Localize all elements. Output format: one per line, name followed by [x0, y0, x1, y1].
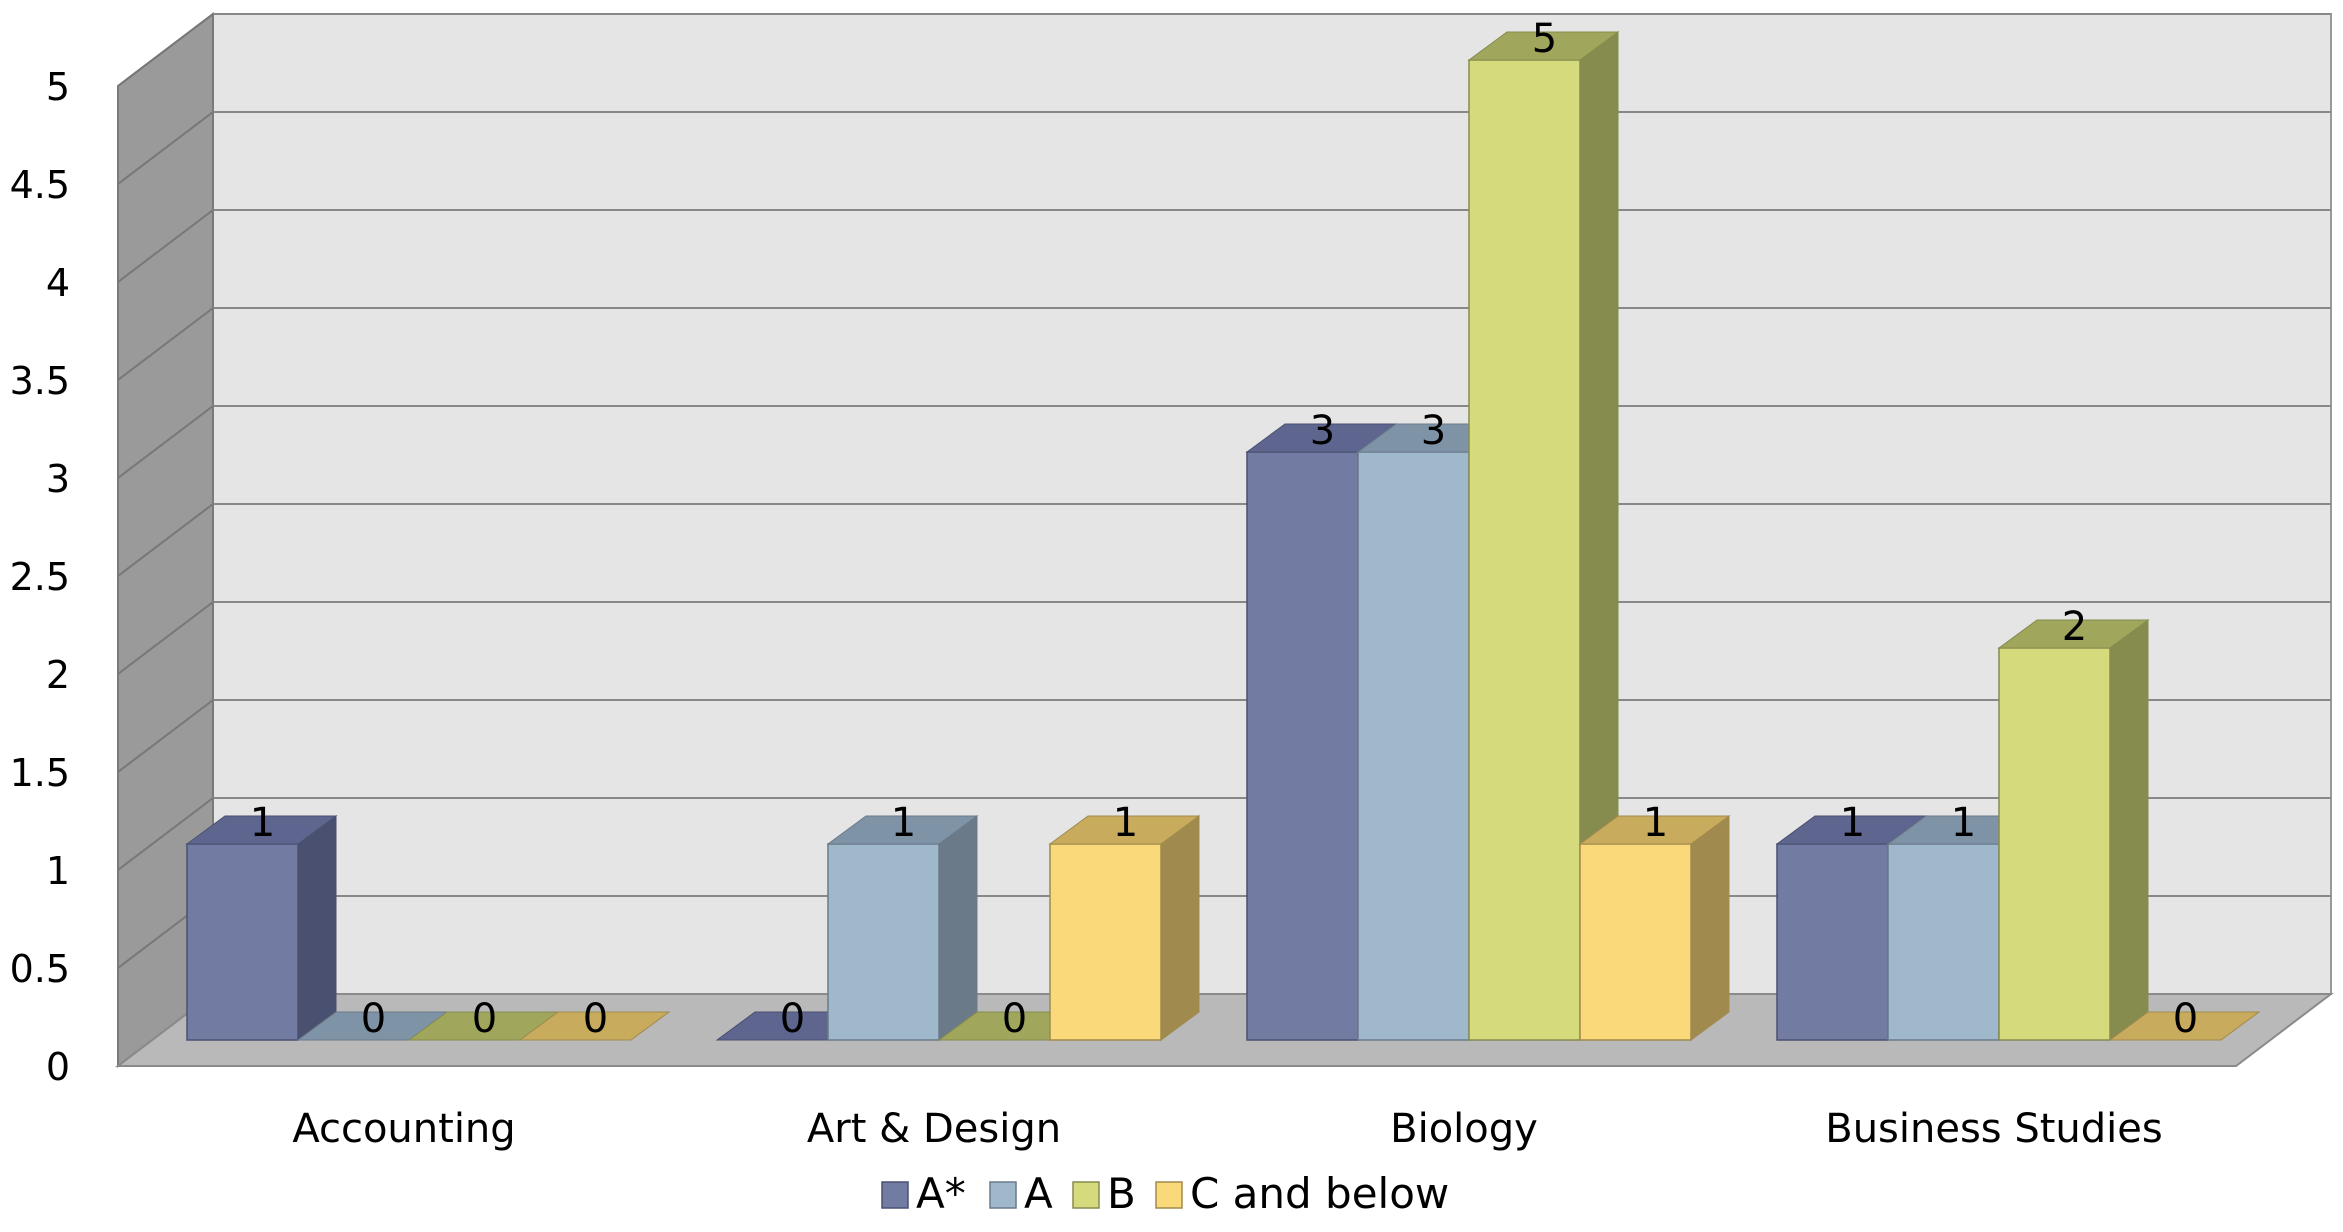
bar — [1245, 423, 1398, 1041]
y-tick-label: 5 — [46, 65, 70, 109]
gridline-side — [117, 405, 214, 479]
data-label: 1 — [1951, 800, 1976, 846]
bar-front — [1246, 451, 1359, 1041]
bar-top — [826, 815, 979, 845]
legend-label: B — [1107, 1169, 1136, 1218]
x-tick-label: Biology — [1390, 1106, 1538, 1152]
data-label: 5 — [1532, 16, 1557, 62]
bar-top — [1048, 815, 1201, 845]
bar-side — [1690, 815, 1730, 1041]
bar-front — [1998, 647, 2111, 1041]
gridline-side — [117, 307, 214, 381]
y-tick-label: 4 — [46, 261, 70, 305]
bar-front — [1357, 451, 1470, 1041]
bar-top — [1997, 619, 2150, 649]
bar — [518, 1011, 671, 1041]
y-tick-label: 0 — [46, 1045, 70, 1089]
gridline-side — [117, 601, 214, 675]
legend-swatch — [989, 1181, 1017, 1209]
bar-top — [518, 1011, 671, 1041]
bar — [1997, 619, 2150, 1041]
legend-item: A* — [881, 1169, 966, 1218]
data-label: 3 — [1421, 408, 1446, 454]
bar-top — [2108, 1011, 2261, 1041]
x-tick-label: Art & Design — [807, 1106, 1061, 1152]
gridline-side — [117, 503, 214, 577]
bar — [2108, 1011, 2261, 1041]
bar-front — [1468, 59, 1581, 1041]
bars — [185, 31, 2261, 1041]
y-axis: 0 0.5 1 1.5 2 2.5 3 3.5 4 4.5 5 — [10, 65, 70, 1089]
y-tick-label: 0.5 — [10, 947, 70, 991]
bar-top — [1578, 815, 1731, 845]
bar-front — [1776, 843, 1889, 1041]
data-label: 0 — [361, 996, 386, 1042]
bar-side — [1160, 815, 1200, 1041]
y-tick-label: 1.5 — [10, 751, 70, 795]
bar — [1578, 815, 1731, 1041]
data-label: 0 — [780, 996, 805, 1042]
legend-swatch — [881, 1181, 909, 1209]
bar-front — [1579, 843, 1692, 1041]
legend-label: C and below — [1190, 1169, 1449, 1218]
data-label: 1 — [891, 800, 916, 846]
gridline-side — [117, 111, 214, 185]
legend-item: B — [1072, 1169, 1136, 1218]
data-label: 0 — [2173, 996, 2198, 1042]
data-label: 1 — [1840, 800, 1865, 846]
y-tick-label: 4.5 — [10, 163, 70, 207]
bar — [185, 815, 338, 1041]
x-axis: Accounting Art & Design Biology Business St… — [292, 1106, 2162, 1152]
legend-label: A — [1024, 1169, 1053, 1218]
legend: A* A B C and below — [881, 1169, 1449, 1218]
legend-item: A — [989, 1169, 1053, 1218]
x-tick-label: Business Studies — [1825, 1106, 2162, 1152]
bar-front — [827, 843, 940, 1041]
y-tick-label: 2.5 — [10, 555, 70, 599]
y-tick-label: 2 — [46, 653, 70, 697]
data-label: 1 — [1113, 800, 1138, 846]
gridline-side — [117, 699, 214, 773]
y-tick-label: 3 — [46, 457, 70, 501]
gridline-side — [117, 209, 214, 283]
y-tick-label: 3.5 — [10, 359, 70, 403]
bar-top — [185, 815, 338, 845]
y-tick-label: 1 — [46, 849, 70, 893]
bar-top — [1467, 31, 1620, 61]
legend-swatch — [1155, 1181, 1183, 1209]
bar-side — [297, 815, 337, 1041]
data-label: 0 — [1002, 996, 1027, 1042]
legend-label: A* — [916, 1169, 966, 1218]
data-label: 1 — [250, 800, 275, 846]
gridline-side — [117, 13, 214, 87]
data-label: 1 — [1643, 800, 1668, 846]
bar-side — [2109, 619, 2149, 1041]
data-labels: 1 0 0 0 0 1 0 1 3 3 5 1 1 1 2 0 — [250, 16, 2198, 1042]
data-label: 0 — [472, 996, 497, 1042]
x-tick-label: Accounting — [292, 1106, 515, 1152]
data-label: 2 — [2062, 604, 2087, 650]
gridline-side — [117, 797, 214, 871]
bar — [1467, 31, 1620, 1041]
bar — [826, 815, 979, 1041]
bar-front — [1887, 843, 2000, 1041]
bar-side — [938, 815, 978, 1041]
bar — [1048, 815, 1201, 1041]
data-label: 3 — [1310, 408, 1335, 454]
data-label: 0 — [583, 996, 608, 1042]
bar-front — [1049, 843, 1162, 1041]
legend-swatch — [1072, 1181, 1100, 1209]
bar-front — [186, 843, 299, 1041]
legend-item: C and below — [1155, 1169, 1449, 1218]
